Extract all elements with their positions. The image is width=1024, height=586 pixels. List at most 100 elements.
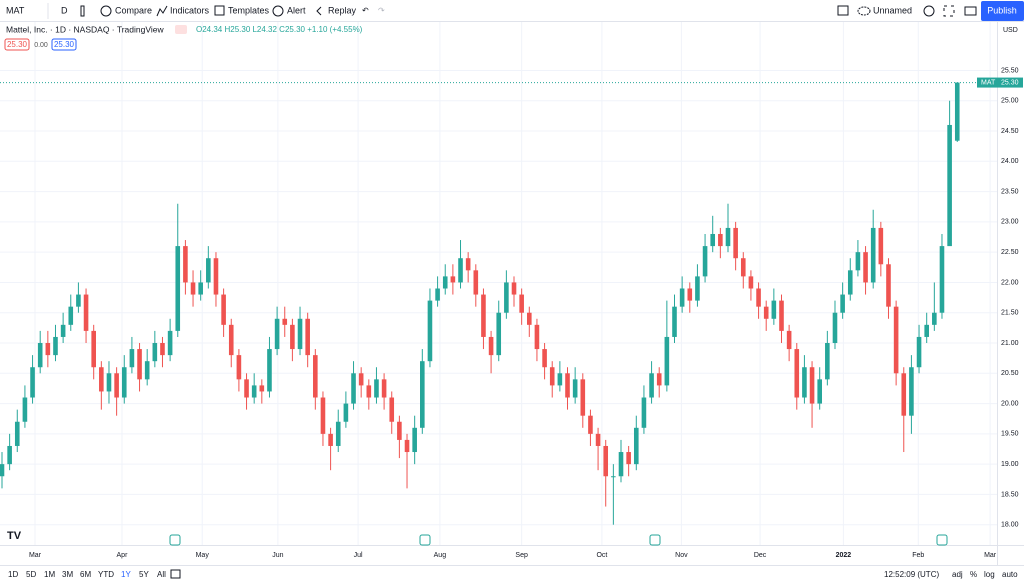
candle-body [183, 246, 188, 283]
range-button[interactable]: YTD [98, 570, 114, 579]
candle-body [855, 252, 861, 271]
candle-body [37, 343, 43, 368]
alert[interactable]: Alert [287, 5, 306, 15]
tag-price: 25.30 [1001, 79, 1019, 86]
candle-body [251, 385, 257, 398]
candle-body [351, 373, 356, 404]
candle-body [152, 343, 158, 362]
undo[interactable]: ↶ [362, 6, 369, 15]
x-tick-label: Apr [117, 552, 129, 559]
candle-body [809, 367, 815, 404]
candle-body [687, 288, 693, 301]
cloud-icon [857, 6, 871, 16]
candle-body [473, 270, 479, 295]
tag-symbol: MAT [981, 79, 996, 86]
y-tick-label: 19.50 [1001, 431, 1019, 438]
candle-body [870, 227, 876, 283]
candle-body [121, 367, 127, 398]
publish[interactable]: Publish [987, 5, 1017, 15]
interval[interactable]: D [61, 5, 68, 15]
replay[interactable]: Replay [328, 5, 357, 15]
clock: 12:52:09 (UTC) [884, 570, 939, 579]
candle-body [840, 294, 845, 313]
earnings[interactable] [419, 534, 431, 546]
candle-body [748, 276, 754, 289]
candle-body [618, 452, 624, 477]
legend: Mattel, Inc. · 1D · NASDAQ · TradingView… [4, 24, 363, 51]
publish-button[interactable] [981, 1, 1024, 21]
compare[interactable]: Compare [115, 5, 152, 15]
candle-body [588, 415, 593, 434]
settings[interactable] [923, 5, 935, 17]
candle-body [381, 379, 387, 398]
layout-icon[interactable] [837, 5, 849, 16]
candle-body [358, 373, 364, 386]
candle-body [305, 318, 310, 356]
adj[interactable]: adj [952, 570, 963, 579]
candle-body [374, 379, 379, 398]
currency[interactable]: USD [1003, 27, 1018, 34]
range-button[interactable]: 1Y [121, 570, 131, 579]
indicators-icon [156, 5, 168, 17]
log[interactable]: log [984, 570, 995, 579]
range-button[interactable]: All [157, 570, 166, 579]
candle-body [763, 306, 769, 319]
y-tick-label: 23.00 [1001, 219, 1019, 226]
templates-icon [214, 5, 225, 16]
candle-body [924, 324, 929, 337]
candle-body [909, 367, 914, 416]
templates[interactable]: Templates [228, 5, 270, 15]
redo[interactable]: ↷ [378, 6, 385, 15]
replay-icon [316, 6, 322, 16]
fullscreen[interactable] [943, 5, 955, 17]
date-range-icon[interactable] [170, 569, 181, 579]
auto[interactable]: auto [1002, 570, 1018, 579]
bid-box[interactable] [4, 38, 30, 51]
candle-body [450, 276, 456, 283]
earnings[interactable] [169, 534, 181, 546]
candle-body [290, 324, 295, 350]
candle-body [504, 282, 509, 313]
range-button[interactable]: 1M [44, 570, 55, 579]
candle-body [893, 306, 899, 374]
x-tick-label: Mar [29, 552, 42, 559]
candle-body [7, 445, 12, 465]
indicators[interactable]: Indicators [170, 5, 210, 15]
candle-body [695, 276, 700, 301]
layout-name[interactable]: Unnamed [873, 5, 912, 15]
range-button[interactable]: 1D [8, 570, 18, 579]
x-tick-label: Dec [754, 552, 767, 559]
candle-body [175, 246, 181, 331]
percent[interactable]: % [970, 570, 977, 579]
candle-body [91, 330, 96, 368]
candle-body [206, 258, 211, 283]
spread: 0.00 [34, 42, 48, 49]
earnings[interactable] [649, 534, 661, 546]
ohlc: O24.34 H25.30 L24.32 C25.30 +1.10 (+4.55… [196, 25, 363, 34]
earnings[interactable] [936, 534, 948, 546]
ask-box[interactable] [51, 38, 77, 51]
range-button[interactable]: 5Y [139, 570, 149, 579]
candle-body [22, 397, 28, 422]
y-tick-label: 25.50 [1001, 67, 1019, 74]
candle-body [397, 421, 402, 440]
candle-body [404, 439, 410, 453]
candle-body [297, 318, 303, 350]
x-tick-label: 2022 [836, 552, 852, 559]
earnings-markers [169, 534, 948, 546]
y-tick-label: 21.50 [1001, 310, 1019, 317]
range-button[interactable]: 5D [26, 570, 36, 579]
tv-logo[interactable]: TV [7, 530, 22, 542]
snapshot[interactable] [964, 6, 977, 16]
candle-body [160, 343, 165, 356]
candle-body [786, 330, 792, 350]
candle-body [878, 227, 884, 265]
candle-body [60, 324, 66, 337]
candle-body [129, 349, 135, 368]
candle-body [779, 300, 784, 331]
range-button[interactable]: 3M [62, 570, 73, 579]
symbol[interactable]: MAT [6, 5, 25, 15]
candle-body [328, 433, 333, 446]
range-button[interactable]: 6M [80, 570, 91, 579]
